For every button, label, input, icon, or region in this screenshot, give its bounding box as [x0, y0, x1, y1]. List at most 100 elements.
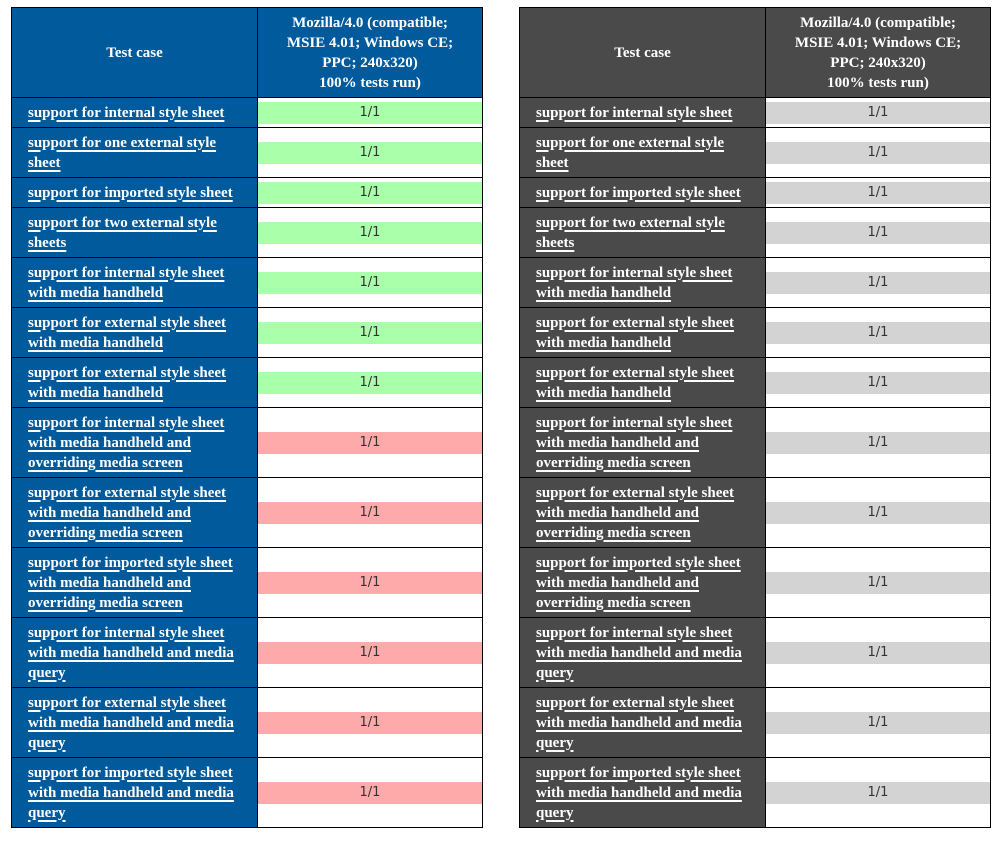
test-case-cell: support for internal style sheet with med… [11, 407, 258, 478]
test-case-link-line: support for external style sheet [536, 484, 735, 501]
test-case-link-line: sheet [536, 154, 569, 171]
test-case-link-line: support for two external style [28, 214, 217, 231]
test-case-link[interactable]: support for two external style sheets [28, 215, 217, 251]
test-case-link-line: support for internal style sheet [28, 414, 225, 431]
result-value: 1/1 [766, 501, 990, 524]
test-case-cell: support for external style sheet with med… [11, 357, 258, 408]
result-cell: 1/1 [765, 407, 991, 478]
result-value: 1/1 [766, 221, 990, 244]
test-case-header: Test case [519, 7, 766, 98]
table-row: support for imported style sheet with med… [519, 547, 991, 618]
test-case-link[interactable]: support for external style sheet with med… [28, 695, 234, 751]
result-value: 1/1 [766, 431, 990, 454]
test-case-link-line: support for external style sheet [28, 364, 227, 381]
test-case-link-line: with media handheld [28, 334, 164, 351]
result-value: 1/1 [258, 101, 482, 124]
test-case-link-line: support for imported style sheet [28, 764, 233, 781]
test-case-cell: support for internal style sheet with med… [519, 617, 766, 688]
table-row: support for imported style sheet 1/1 [11, 177, 483, 208]
result-value: 1/1 [258, 221, 482, 244]
table-row: support for internal style sheet 1/1 [519, 97, 991, 128]
table-row: support for internal style sheet with med… [11, 257, 483, 308]
test-case-link-line: with media handheld [536, 284, 672, 301]
results-table-color: Test case Mozilla/4.0 (compatible; MSIE … [11, 7, 483, 828]
test-case-link[interactable]: support for internal style sheet with med… [28, 265, 224, 301]
result-cell: 1/1 [257, 357, 483, 408]
test-case-link-line: with media handheld [28, 284, 164, 301]
result-value: 1/1 [766, 321, 990, 344]
result-cell: 1/1 [765, 207, 991, 258]
test-case-link-line: with media handheld [536, 384, 672, 401]
test-case-link-line: support for imported style sheet [536, 184, 741, 201]
result-cell: 1/1 [257, 617, 483, 688]
result-value: 1/1 [258, 501, 482, 524]
test-case-link[interactable]: support for internal style sheet with med… [28, 625, 234, 681]
user-agent-line: MSIE 4.01; Windows CE; [286, 34, 454, 51]
test-case-link-line: with media handheld and media [28, 714, 234, 731]
test-case-link[interactable]: support for imported style sheet with med… [28, 765, 234, 821]
table-row: support for two external style sheets 1/1 [11, 207, 483, 258]
test-case-link[interactable]: support for internal style sheet [536, 105, 732, 121]
test-case-link[interactable]: support for external style sheet with med… [28, 315, 226, 351]
test-case-link-line: support for imported style sheet [28, 184, 233, 201]
test-case-link[interactable]: support for external style sheet with med… [536, 315, 734, 351]
test-case-link[interactable]: support for one external style sheet [28, 135, 216, 171]
table-row: support for external style sheet with med… [519, 357, 991, 408]
test-case-link-line: with media handheld and media [28, 644, 234, 661]
test-case-link-line: with media handheld and [28, 434, 191, 451]
test-case-link-line: query [536, 804, 574, 821]
test-case-link[interactable]: support for internal style sheet with med… [536, 415, 732, 471]
test-case-link-line: support for internal style sheet [28, 624, 225, 641]
test-case-link[interactable]: support for imported style sheet with med… [536, 555, 741, 611]
test-case-link-line: sheet [28, 154, 61, 171]
table-row: support for two external style sheets 1/1 [519, 207, 991, 258]
result-value: 1/1 [766, 181, 990, 204]
table-row: support for one external style sheet 1/1 [11, 127, 483, 178]
test-case-link[interactable]: support for imported style sheet with med… [536, 765, 742, 821]
result-cell: 1/1 [765, 477, 991, 548]
test-case-link-line: support for external style sheet [28, 314, 227, 331]
test-case-link-line: overriding media screen [536, 594, 691, 611]
user-agent-line: PPC; 240x320) [322, 54, 418, 71]
test-case-link[interactable]: support for imported style sheet with med… [28, 555, 233, 611]
result-cell: 1/1 [765, 127, 991, 178]
test-case-link[interactable]: support for external style sheet with med… [28, 365, 226, 401]
result-cell: 1/1 [257, 257, 483, 308]
header-row: Test case Mozilla/4.0 (compatible; MSIE … [11, 7, 483, 98]
test-case-link-line: query [536, 664, 574, 681]
result-value: 1/1 [766, 271, 990, 294]
test-case-link[interactable]: support for internal style sheet with med… [536, 625, 742, 681]
tests-run-line: 100% tests run) [319, 74, 421, 91]
test-case-link[interactable]: support for external style sheet with med… [536, 695, 742, 751]
test-case-cell: support for internal style sheet [11, 97, 258, 128]
test-case-cell: support for external style sheet with med… [519, 357, 766, 408]
test-case-link[interactable]: support for imported style sheet [28, 185, 233, 201]
test-case-link-line: support for internal style sheet [536, 624, 733, 641]
user-agent-header: Mozilla/4.0 (compatible; MSIE 4.01; Wind… [257, 7, 483, 98]
test-case-link-line: support for imported style sheet [28, 554, 233, 571]
test-case-link-line: overriding media screen [28, 454, 183, 471]
test-case-link[interactable]: support for external style sheet with med… [28, 485, 226, 541]
test-case-link[interactable]: support for external style sheet with med… [536, 365, 734, 401]
table-row: support for internal style sheet with med… [11, 407, 483, 478]
result-value: 1/1 [258, 781, 482, 804]
test-case-link-line: support for external style sheet [28, 694, 227, 711]
test-case-cell: support for imported style sheet [519, 177, 766, 208]
test-case-link[interactable]: support for internal style sheet with med… [28, 415, 224, 471]
test-case-link-line: support for internal style sheet [536, 414, 733, 431]
result-value: 1/1 [766, 141, 990, 164]
table-row: support for imported style sheet with med… [11, 757, 483, 828]
test-case-link[interactable]: support for two external style sheets [536, 215, 725, 251]
test-case-link-line: with media handheld and [536, 504, 699, 521]
test-case-link[interactable]: support for internal style sheet [28, 105, 224, 121]
test-case-link-line: query [536, 734, 574, 751]
test-case-link[interactable]: support for one external style sheet [536, 135, 724, 171]
test-case-link[interactable]: support for imported style sheet [536, 185, 741, 201]
test-case-link-line: support for one external style [28, 134, 217, 151]
test-case-cell: support for internal style sheet with med… [519, 257, 766, 308]
result-cell: 1/1 [257, 687, 483, 758]
test-case-link-line: support for imported style sheet [536, 554, 741, 571]
test-case-link[interactable]: support for internal style sheet with med… [536, 265, 732, 301]
result-cell: 1/1 [257, 127, 483, 178]
test-case-link[interactable]: support for external style sheet with med… [536, 485, 734, 541]
